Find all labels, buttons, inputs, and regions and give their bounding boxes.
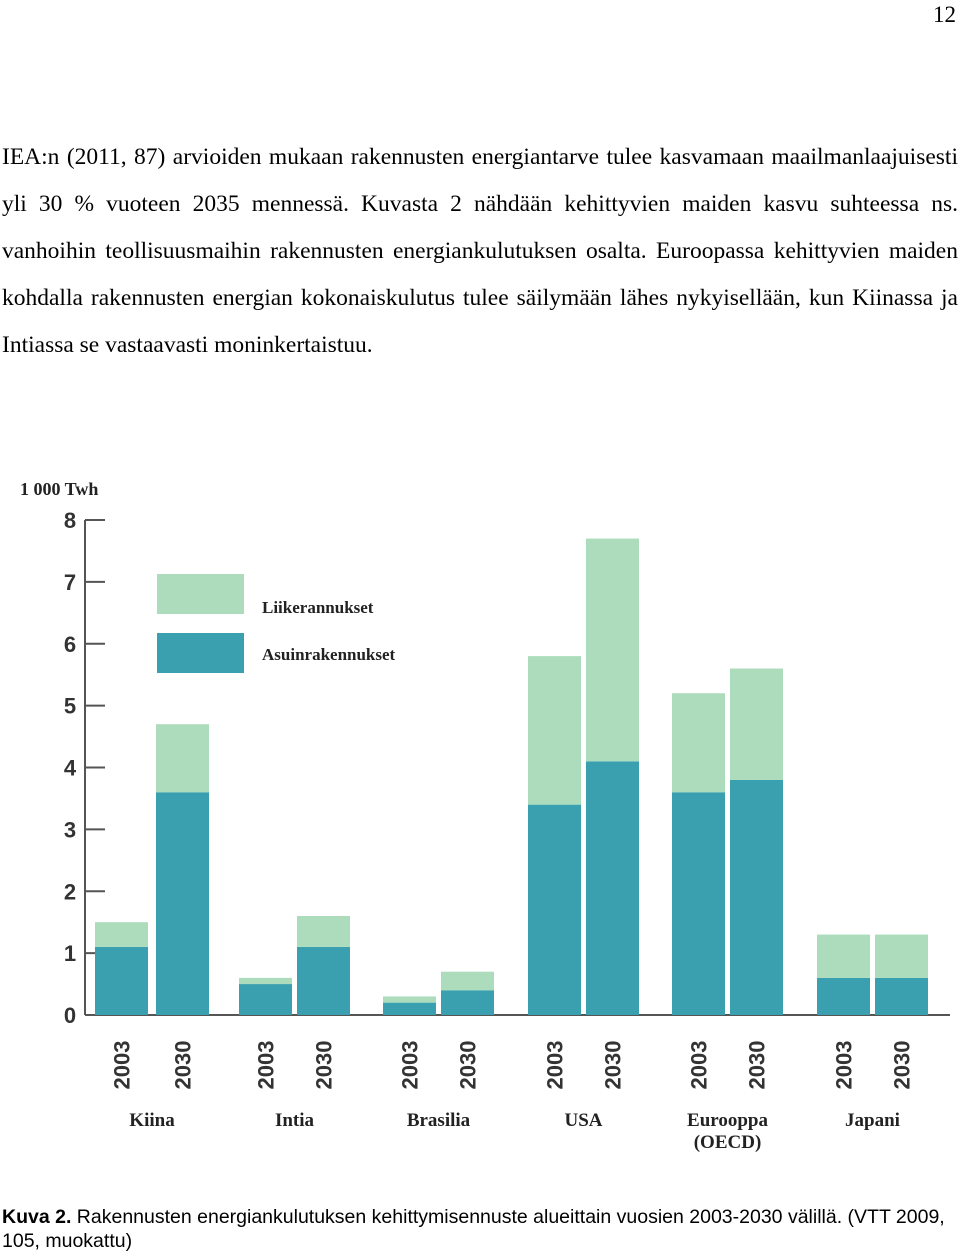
y-tick-label: 1 [64, 941, 76, 966]
y-tick-label: 5 [64, 694, 76, 719]
x-tick-label: 2030 [312, 1041, 337, 1090]
x-tick-label: 2003 [687, 1041, 712, 1090]
bar-segment [730, 779, 783, 1015]
bar-segment [875, 977, 928, 1015]
bar-segment [730, 668, 783, 780]
legend-swatch [157, 633, 244, 673]
bar-segment [441, 971, 494, 991]
y-tick-label: 8 [64, 508, 76, 533]
bar-segment [156, 724, 209, 793]
bar-segment [817, 934, 870, 978]
y-tick-label: 0 [64, 1003, 76, 1028]
bar-segment [672, 792, 725, 1015]
legend-swatch [157, 574, 244, 614]
bar-segment [297, 946, 350, 1015]
group-label: USA [564, 1110, 603, 1131]
bar-segment [383, 1002, 436, 1015]
x-tick-label: 2003 [254, 1041, 279, 1090]
x-tick-label: 2003 [832, 1041, 857, 1090]
page-number: 12 [933, 2, 956, 27]
group-label: Intia [274, 1110, 315, 1131]
x-tick-label: 2030 [171, 1041, 196, 1090]
bar-segment [817, 977, 870, 1015]
bar-segment [672, 693, 725, 793]
legend-label: Asuinrakennukset [262, 645, 396, 664]
chart: 1 000 Twh 0 1 2 3 4 5 6 7 8 Liikerannukset Asuinrak… [20, 479, 950, 1090]
y-tick-label: 6 [64, 632, 76, 657]
x-tick-label: 2030 [601, 1041, 626, 1090]
x-tick-label: 2003 [398, 1041, 423, 1090]
x-tick-label: 2003 [110, 1041, 135, 1090]
bar-segment [586, 538, 639, 762]
bar-segment [875, 934, 928, 978]
y-tick-label: 2 [64, 879, 76, 904]
paragraph: IEA:n (2011, 87) arvioiden mukaan rakenn… [2, 144, 958, 358]
caption-label: Kuva 2. [2, 1206, 72, 1228]
legend-label: Liikerannukset [262, 598, 374, 617]
group-label: Eurooppa (OECD) [687, 1110, 768, 1153]
y-tick-label: 7 [64, 570, 76, 595]
y-axis-label: 1 000 Twh [20, 479, 98, 499]
bar-segment [156, 792, 209, 1015]
y-tick-label: 3 [64, 817, 76, 842]
caption: Kuva 2. Rakennusten energiankulutuksen k… [2, 1205, 958, 1253]
bar-segment [586, 761, 639, 1015]
x-tick-label: 2030 [745, 1041, 770, 1090]
bar-segment [239, 977, 292, 985]
bar-segment [528, 656, 581, 805]
bar-segment [528, 804, 581, 1015]
bar-segment [383, 996, 436, 1003]
group-label: Japani [845, 1110, 900, 1131]
x-tick-label: 2003 [543, 1041, 568, 1090]
x-tick-label: 2030 [890, 1041, 915, 1090]
bar-segment [239, 984, 292, 1015]
bar-segment [297, 916, 350, 947]
bar-segment [441, 990, 494, 1015]
bar-segment [95, 922, 148, 947]
caption-text: Rakennusten energiankulutuksen kehittymi… [2, 1206, 945, 1252]
y-tick-label: 4 [64, 756, 77, 781]
group-label: Kiina [129, 1110, 175, 1131]
bar-segment [95, 946, 148, 1015]
group-label: Brasilia [406, 1110, 471, 1131]
x-tick-label: 2030 [456, 1041, 481, 1090]
